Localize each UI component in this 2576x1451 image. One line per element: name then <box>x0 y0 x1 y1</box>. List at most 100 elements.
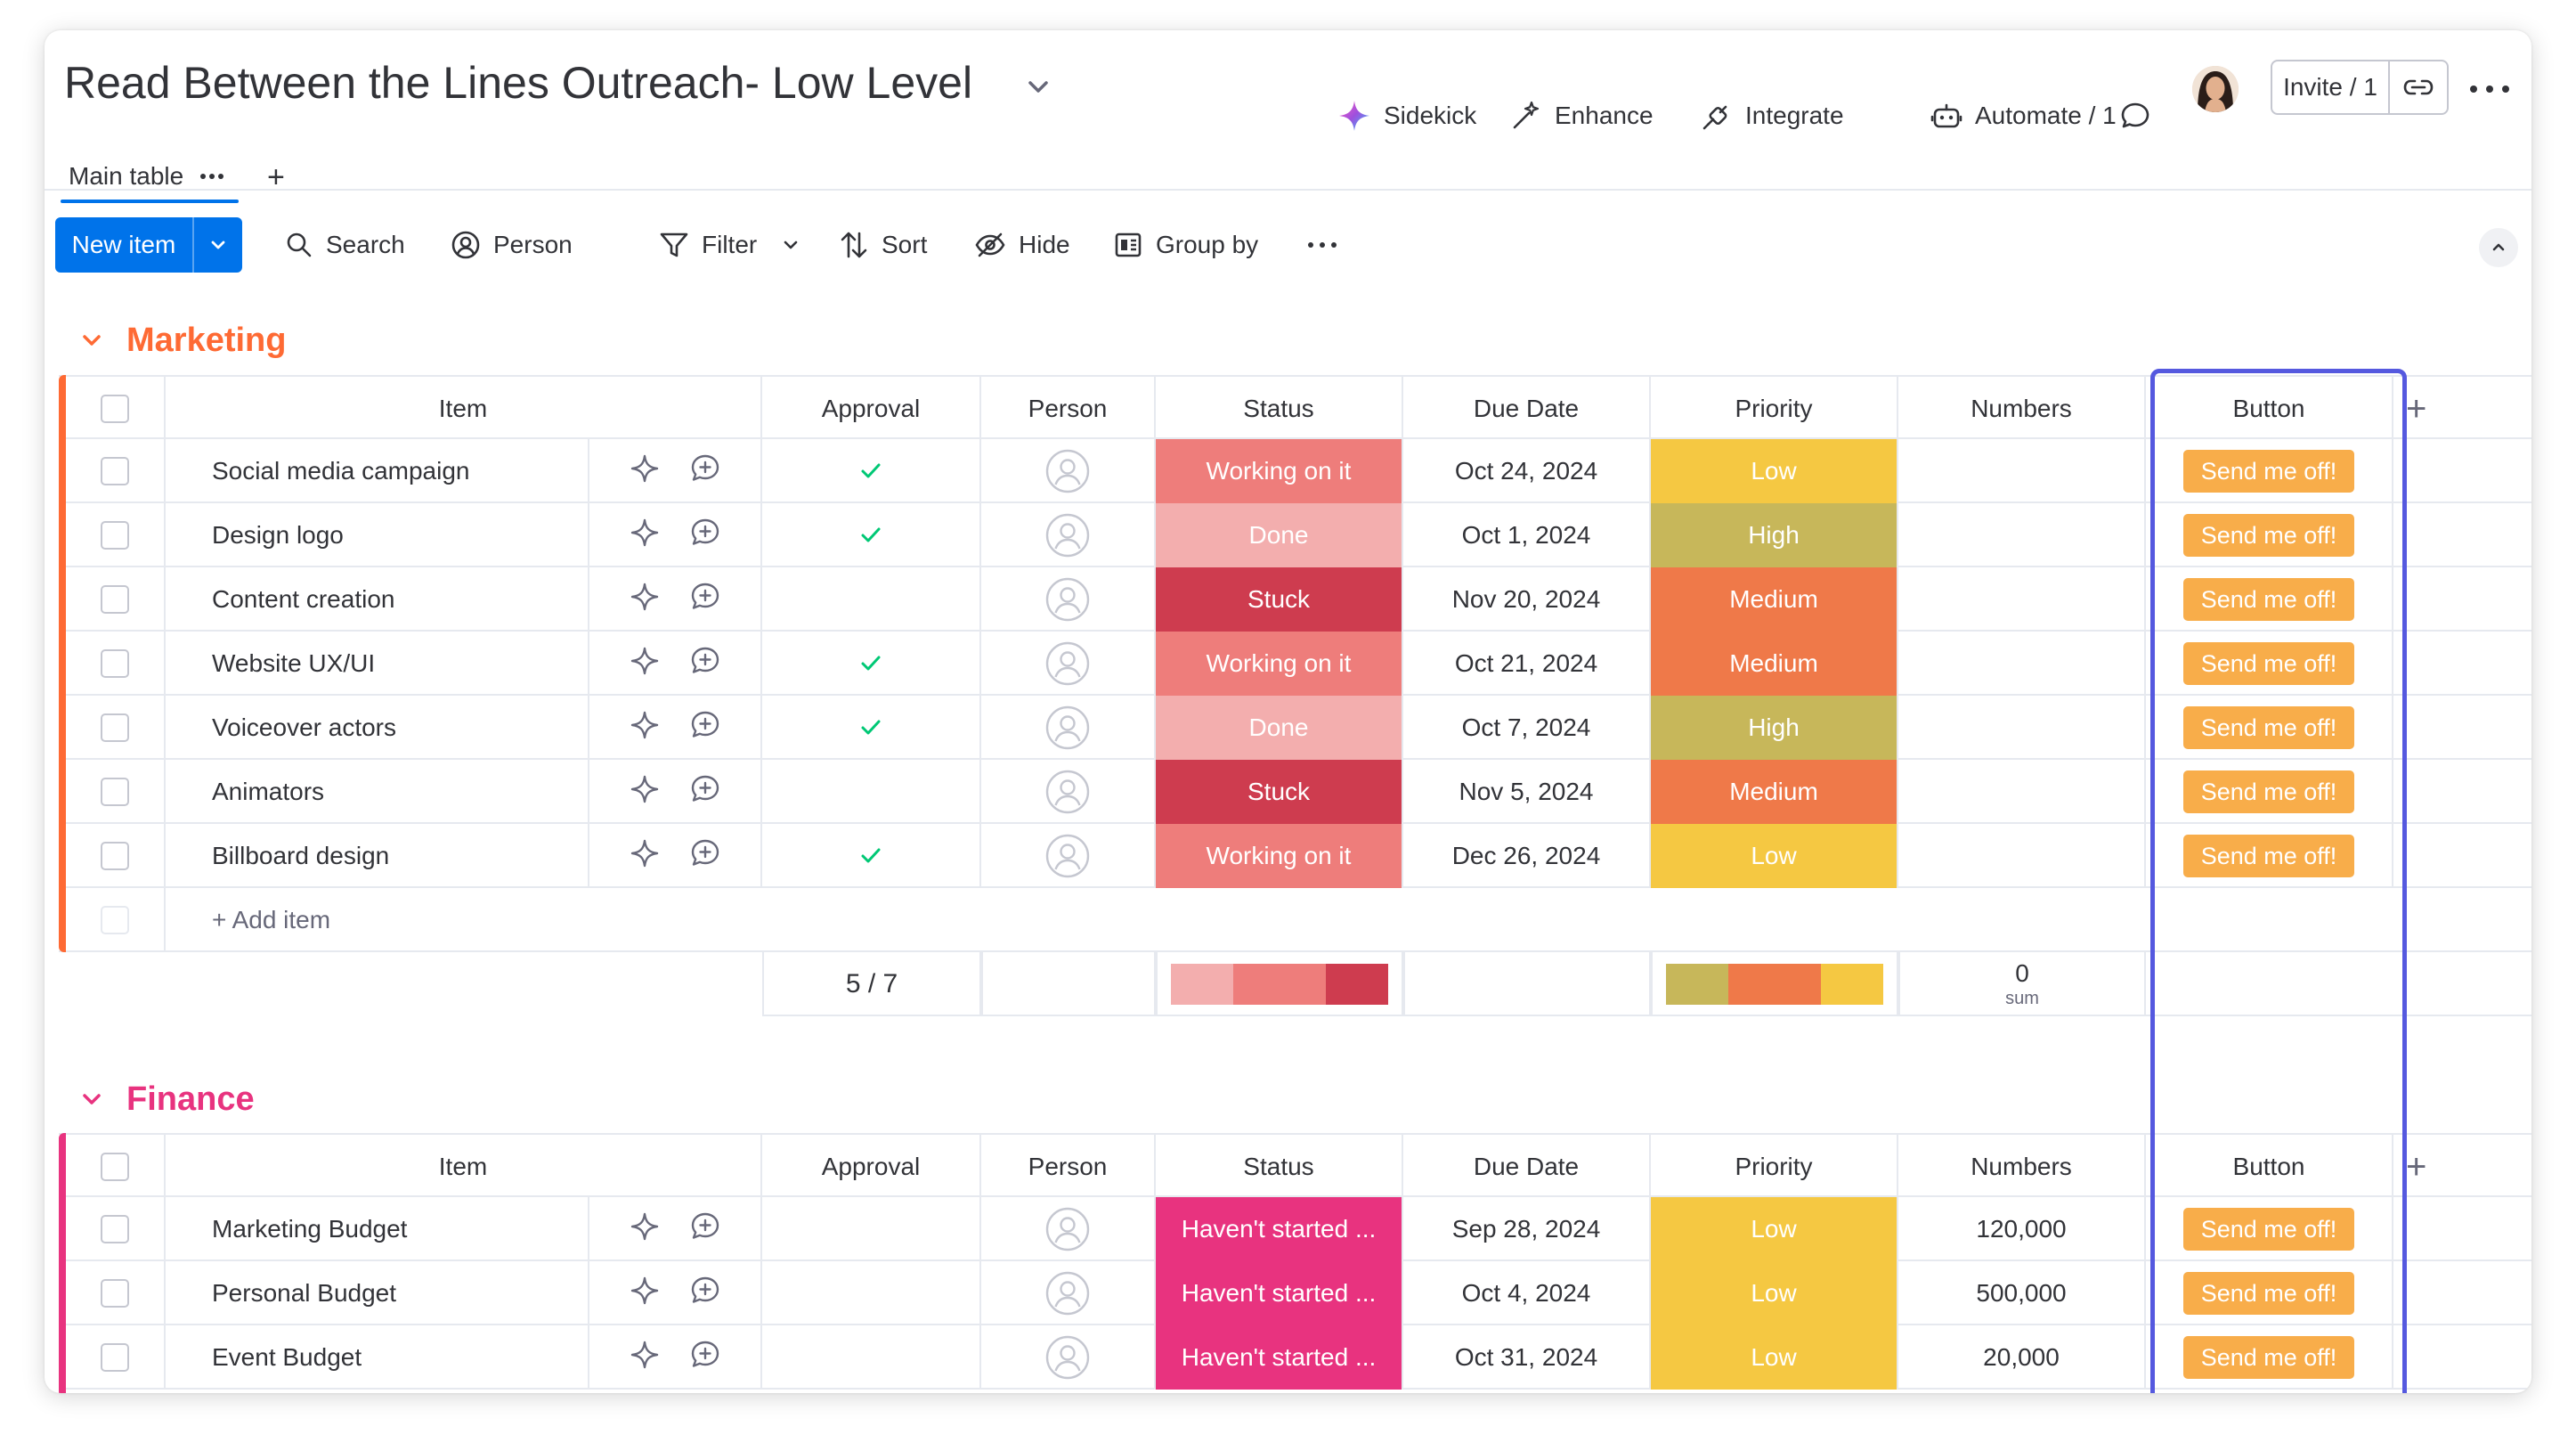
collapse-header-button[interactable] <box>2479 228 2518 267</box>
numbers-summary[interactable]: 0 sum <box>1898 952 2146 1016</box>
status-label[interactable]: Stuck <box>1156 760 1403 824</box>
status-label[interactable]: Haven't started ... <box>1156 1197 1403 1261</box>
item-name[interactable]: Animators <box>166 760 589 824</box>
copy-link-button[interactable] <box>2390 61 2447 113</box>
column-header-person[interactable]: Person <box>981 377 1156 441</box>
person-filter-button[interactable]: Person <box>451 217 573 273</box>
add-update-button[interactable] <box>690 582 720 618</box>
item-name[interactable]: Marketing Budget <box>166 1197 589 1261</box>
priority-label[interactable]: Medium <box>1651 760 1898 824</box>
numbers-cell[interactable]: 20,000 <box>1898 1325 2146 1390</box>
priority-label[interactable]: Low <box>1651 824 1898 888</box>
enhance-button[interactable]: Enhance <box>1510 89 1654 143</box>
person-cell[interactable] <box>981 567 1156 632</box>
add-update-button[interactable] <box>690 1211 720 1248</box>
add-update-button[interactable] <box>690 1340 720 1376</box>
add-update-button[interactable] <box>690 453 720 490</box>
priority-label[interactable]: Medium <box>1651 632 1898 696</box>
group-header-finance[interactable]: Finance <box>78 1072 255 1126</box>
due-date-cell[interactable]: Oct 24, 2024 <box>1403 439 1651 503</box>
person-cell[interactable] <box>981 696 1156 760</box>
row-checkbox[interactable] <box>101 842 129 870</box>
tab-menu-icon[interactable] <box>199 173 224 180</box>
column-header-item[interactable]: Item <box>166 1135 762 1199</box>
ai-assist-button[interactable] <box>630 1211 660 1248</box>
due-date-cell[interactable]: Oct 31, 2024 <box>1403 1325 1651 1390</box>
send-me-off-button[interactable]: Send me off! <box>2183 770 2354 813</box>
add-update-button[interactable] <box>690 1276 720 1312</box>
approval-cell[interactable] <box>762 1261 981 1325</box>
row-checkbox-cell[interactable] <box>66 824 166 888</box>
person-cell[interactable] <box>981 1325 1156 1390</box>
ai-assist-button[interactable] <box>630 838 660 875</box>
due-date-cell[interactable]: Dec 26, 2024 <box>1403 824 1651 888</box>
send-me-off-button[interactable]: Send me off! <box>2183 450 2354 493</box>
column-header-priority[interactable]: Priority <box>1651 1135 1898 1199</box>
select-all-checkbox[interactable] <box>101 1153 129 1181</box>
approval-cell[interactable] <box>762 760 981 824</box>
due-date-cell[interactable]: Nov 5, 2024 <box>1403 760 1651 824</box>
send-me-off-button[interactable]: Send me off! <box>2183 1336 2354 1379</box>
new-item-button[interactable]: New item <box>55 217 242 273</box>
add-item-row[interactable]: + Add item <box>59 888 2531 952</box>
select-all-checkbox-cell[interactable] <box>66 377 166 441</box>
approval-cell[interactable] <box>762 1325 981 1390</box>
priority-label[interactable]: High <box>1651 696 1898 760</box>
board-title[interactable]: Read Between the Lines Outreach- Low Lev… <box>64 58 973 108</box>
add-view-button[interactable]: + <box>267 160 285 194</box>
ai-assist-button[interactable] <box>630 1340 660 1376</box>
priority-label[interactable]: Low <box>1651 1197 1898 1261</box>
person-cell[interactable] <box>981 824 1156 888</box>
ai-assist-button[interactable] <box>630 453 660 490</box>
add-column-button[interactable]: + <box>2406 1146 2427 1186</box>
person-cell[interactable] <box>981 503 1156 567</box>
column-header-status[interactable]: Status <box>1156 377 1403 441</box>
column-header-priority[interactable]: Priority <box>1651 377 1898 441</box>
person-cell[interactable] <box>981 1197 1156 1261</box>
approval-cell[interactable] <box>762 696 981 760</box>
table-row[interactable]: Personal Budget Haven't started ... Oct 4,… <box>59 1261 2531 1325</box>
add-update-button[interactable] <box>690 838 720 875</box>
toolbar-more-button[interactable] <box>1307 217 1350 273</box>
due-date-cell[interactable]: Nov 20, 2024 <box>1403 567 1651 632</box>
chevron-down-icon[interactable] <box>1020 69 1056 105</box>
column-header-numbers[interactable]: Numbers <box>1898 377 2146 441</box>
tab-main-table[interactable]: Main table <box>61 143 239 214</box>
approval-cell[interactable] <box>762 503 981 567</box>
filter-dropdown[interactable] <box>780 217 814 273</box>
item-name[interactable]: Content creation <box>166 567 589 632</box>
table-row[interactable]: Voiceover actors Done Oct 7, 2024 High Send … <box>59 696 2531 760</box>
priority-summary[interactable] <box>1651 952 1898 1016</box>
more-options-icon[interactable] <box>2466 78 2513 100</box>
avatar[interactable] <box>2192 66 2239 112</box>
table-row[interactable]: Billboard design Working on it Dec 26, 202… <box>59 824 2531 888</box>
invite-button[interactable]: Invite / 1 <box>2272 61 2390 113</box>
table-row[interactable]: Event Budget Haven't started ... Oct 31, 2… <box>59 1325 2531 1390</box>
approval-cell[interactable] <box>762 824 981 888</box>
send-me-off-button[interactable]: Send me off! <box>2183 706 2354 749</box>
row-checkbox-cell[interactable] <box>66 503 166 567</box>
row-checkbox-cell[interactable] <box>66 567 166 632</box>
row-checkbox-cell[interactable] <box>66 439 166 503</box>
row-checkbox[interactable] <box>101 713 129 742</box>
item-name[interactable]: Billboard design <box>166 824 589 888</box>
row-checkbox-cell[interactable] <box>66 632 166 696</box>
status-label[interactable]: Haven't started ... <box>1156 1261 1403 1325</box>
search-button[interactable]: Search <box>285 217 405 273</box>
column-header-button[interactable]: Button <box>2146 1135 2393 1199</box>
numbers-cell[interactable]: 120,000 <box>1898 1197 2146 1261</box>
table-row[interactable]: Content creation Stuck Nov 20, 2024 Medium S… <box>59 567 2531 632</box>
status-summary[interactable] <box>1156 952 1403 1016</box>
numbers-cell[interactable] <box>1898 760 2146 824</box>
row-checkbox[interactable] <box>101 649 129 678</box>
add-column-button[interactable]: + <box>2406 388 2427 428</box>
ai-assist-button[interactable] <box>630 582 660 618</box>
priority-label[interactable]: Low <box>1651 1261 1898 1325</box>
person-cell[interactable] <box>981 632 1156 696</box>
ai-assist-button[interactable] <box>630 646 660 682</box>
row-checkbox-cell[interactable] <box>66 696 166 760</box>
send-me-off-button[interactable]: Send me off! <box>2183 835 2354 877</box>
send-me-off-button[interactable]: Send me off! <box>2183 1208 2354 1251</box>
row-checkbox-cell[interactable] <box>66 1197 166 1261</box>
group-header-marketing[interactable]: Marketing <box>78 314 286 367</box>
